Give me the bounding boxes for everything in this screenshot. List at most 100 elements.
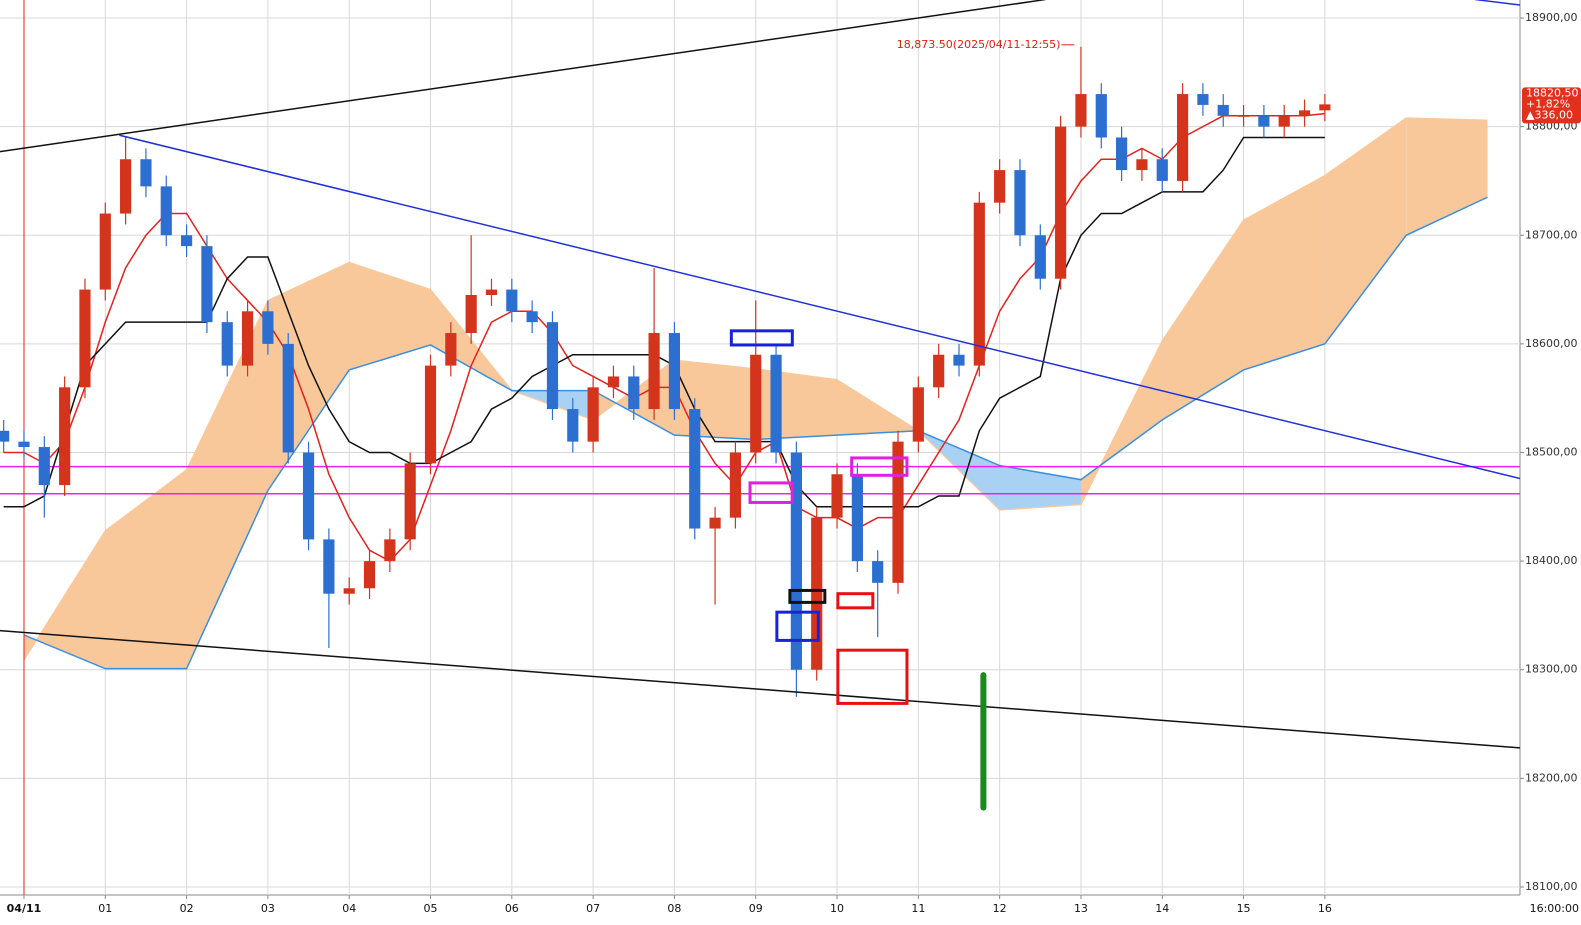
drawn-box xyxy=(836,592,875,610)
x-tick-label: 02 xyxy=(180,902,194,915)
candle-body xyxy=(1156,159,1168,181)
candle-body xyxy=(567,409,579,442)
x-tick-label: 09 xyxy=(749,902,763,915)
trendline xyxy=(1474,0,1520,6)
candle-body xyxy=(201,246,213,323)
x-tick-label: 05 xyxy=(424,902,438,915)
cloud-segment xyxy=(1324,117,1407,344)
x-tick-label: 13 xyxy=(1074,902,1088,915)
candle-body xyxy=(282,343,294,453)
x-tick-label: 04 xyxy=(342,902,356,915)
candle-body xyxy=(1136,159,1148,171)
candle-body xyxy=(79,289,91,388)
candle-body xyxy=(241,311,254,366)
plot-area: 18,873.50(2025/04/11-12:55) xyxy=(0,0,1520,895)
y-tick-label: 18500,00 xyxy=(1525,445,1578,458)
candle-body xyxy=(1055,126,1067,279)
candle-body xyxy=(485,289,498,296)
candle-body xyxy=(120,159,132,214)
candle-body xyxy=(18,441,30,448)
trendline xyxy=(119,134,1520,480)
last-price-box xyxy=(1522,87,1581,124)
candle-body xyxy=(689,409,701,529)
candle-body xyxy=(323,539,335,594)
candle-body xyxy=(363,561,376,589)
x-tick-label: 03 xyxy=(261,902,275,915)
candle-body xyxy=(1197,94,1209,105)
drawn-box xyxy=(788,588,827,604)
candle-body xyxy=(546,322,559,410)
candle-body xyxy=(1075,94,1087,127)
candle-body xyxy=(790,452,802,670)
candle-body xyxy=(648,333,660,410)
candle-body xyxy=(1095,94,1107,138)
candle-body xyxy=(973,202,985,366)
candle-body xyxy=(59,387,71,486)
candle-body xyxy=(506,289,518,312)
candle-body xyxy=(750,354,762,453)
candle-body xyxy=(160,186,172,236)
last-price-change-pct: +1,82% xyxy=(1526,97,1570,110)
candle-body xyxy=(1319,104,1331,111)
candle-body xyxy=(384,539,396,562)
candle-body xyxy=(38,447,50,486)
candle-body xyxy=(933,354,945,388)
candle-body xyxy=(445,333,457,366)
cloud-segment xyxy=(674,360,756,440)
cloud-segment xyxy=(837,379,919,436)
candle-body xyxy=(1278,115,1290,127)
candle-body xyxy=(851,474,863,562)
candle-body xyxy=(1237,115,1250,117)
drawn-box xyxy=(748,481,794,504)
candle-body xyxy=(587,387,599,442)
x-tick-label: 11 xyxy=(911,902,925,915)
candle-body xyxy=(811,517,823,670)
candle-body xyxy=(526,311,538,323)
candle-body xyxy=(994,170,1006,203)
cloud-segment xyxy=(105,469,187,669)
trendline xyxy=(0,629,1520,749)
indicator-line xyxy=(3,136,1325,508)
candle-body xyxy=(140,159,152,187)
candle-body xyxy=(302,452,315,540)
candle-body xyxy=(0,430,10,442)
candle-body xyxy=(181,235,193,247)
x-tick-label: 01 xyxy=(98,902,112,915)
candle-body xyxy=(953,354,965,366)
candle-body xyxy=(1034,235,1046,279)
candle-body xyxy=(912,387,924,442)
x-tick-label: 07 xyxy=(586,902,600,915)
y-tick-label: 18200,00 xyxy=(1525,771,1578,784)
last-price-change: ▲336,00 xyxy=(1526,108,1573,121)
candle-body xyxy=(99,213,111,290)
candle-body xyxy=(770,354,782,453)
candle-body xyxy=(1217,104,1229,116)
x-tick-label: 08 xyxy=(667,902,681,915)
candle-body xyxy=(607,376,620,388)
x-tick-label: 12 xyxy=(993,902,1007,915)
cloud-segment xyxy=(755,368,838,440)
cloud-segment xyxy=(186,300,268,669)
x-tick-label: 14 xyxy=(1155,902,1169,915)
candle-body xyxy=(1176,94,1189,181)
trendline xyxy=(0,0,1046,153)
y-tick-label: 18700,00 xyxy=(1525,228,1578,241)
cloud-segment xyxy=(1162,220,1244,420)
x-tick-label: 06 xyxy=(505,902,519,915)
candle-body xyxy=(892,441,904,583)
y-tick-label: 18100,00 xyxy=(1525,880,1578,893)
last-price-label: 18820,50 xyxy=(1526,86,1579,99)
candle-body xyxy=(1298,110,1311,116)
candle-body xyxy=(343,588,355,594)
axes: 18100,00 18200,00 18300,00 18400,00 18500,00… xyxy=(7,11,1581,915)
candle-body xyxy=(465,295,477,334)
candle-body xyxy=(1014,170,1026,236)
drawn-box xyxy=(775,610,820,642)
x-tick-label: 04/11 xyxy=(7,902,42,915)
y-tick-label: 18300,00 xyxy=(1525,663,1578,676)
cloud-segment xyxy=(349,262,431,370)
candle-body xyxy=(424,365,437,464)
x-tick-label: 16 xyxy=(1318,902,1332,915)
